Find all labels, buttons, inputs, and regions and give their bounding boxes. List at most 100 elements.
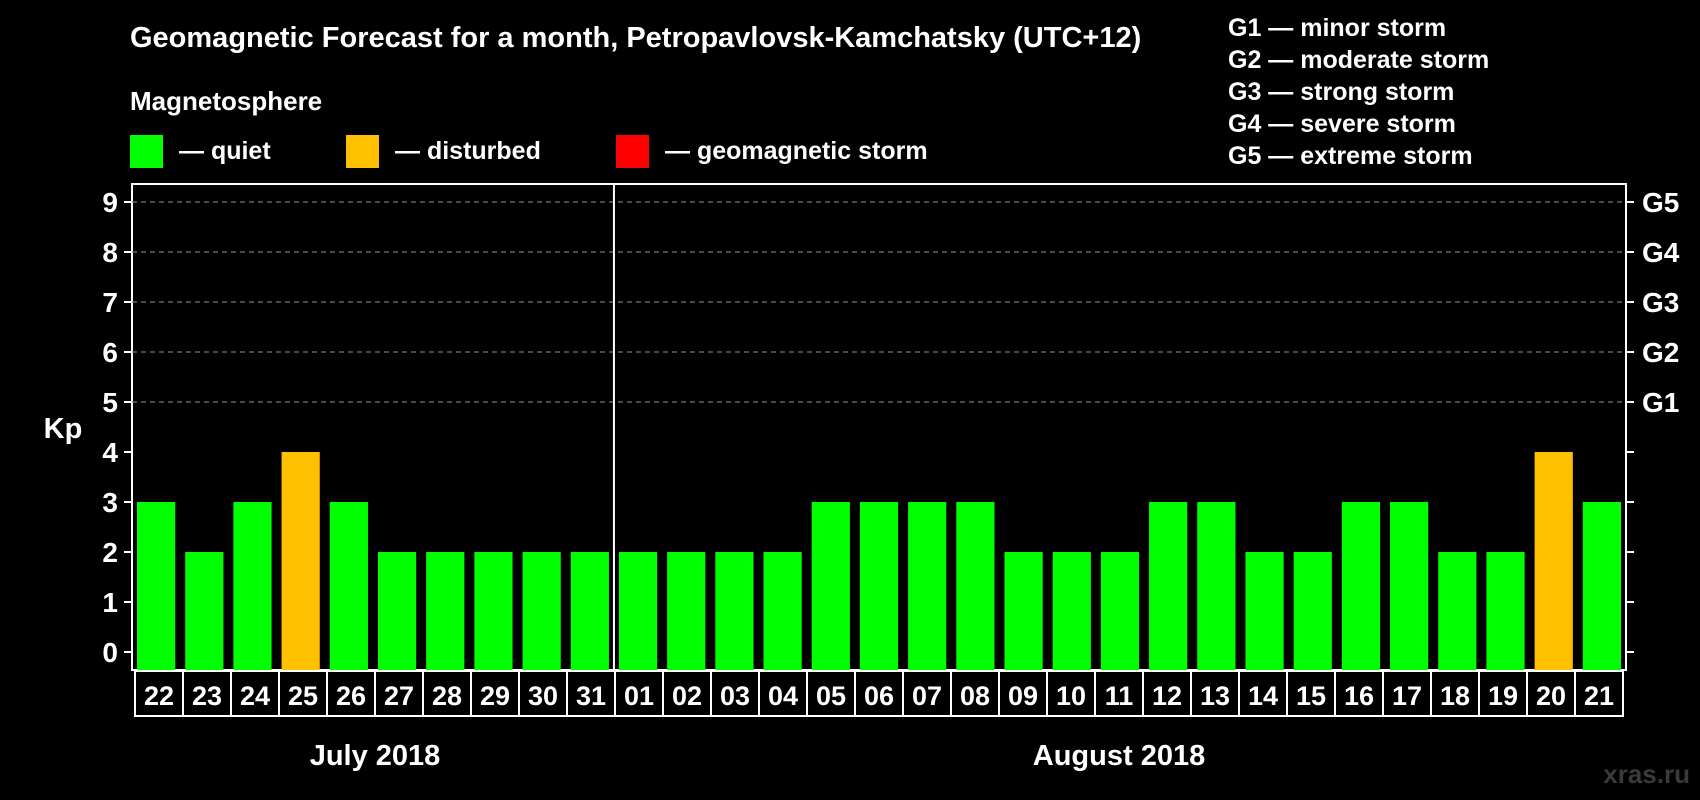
x-tick-label: 09 — [1008, 681, 1038, 711]
bar-15 — [1293, 552, 1332, 670]
x-tick-label: 03 — [720, 681, 750, 711]
month-label: August 2018 — [1033, 740, 1205, 772]
x-tick-label: 29 — [480, 681, 510, 711]
y-tick-label: 3 — [102, 487, 118, 518]
bar-20 — [1534, 452, 1573, 670]
bar-11 — [1100, 552, 1140, 670]
x-tick-label: 25 — [288, 681, 318, 711]
y-tick-label: 0 — [102, 637, 118, 668]
x-tick-label: 31 — [576, 681, 606, 711]
bar-22 — [137, 502, 176, 670]
quiet-swatch — [130, 134, 163, 168]
bar-27 — [377, 552, 417, 670]
legend-item-quiet: — quiet — [130, 134, 271, 168]
bar-16 — [1341, 502, 1381, 670]
bar-19 — [1486, 552, 1525, 670]
bar-31 — [570, 552, 609, 670]
x-tick-label: 13 — [1200, 681, 1230, 711]
disturbed-swatch — [346, 134, 379, 168]
y-tick-label: 2 — [102, 537, 118, 568]
x-tick-label: 17 — [1392, 681, 1422, 711]
legend-title: Magnetosphere — [130, 86, 323, 116]
x-tick-label: 01 — [624, 681, 654, 711]
x-tick-label: 10 — [1056, 681, 1086, 711]
x-tick-label: 07 — [912, 681, 942, 711]
bar-17 — [1390, 502, 1429, 670]
bar-08 — [956, 502, 995, 670]
y-tick-label: 1 — [102, 587, 118, 618]
g-level-label: G1 — [1642, 387, 1679, 418]
bar-30 — [522, 552, 561, 670]
x-tick-label: 02 — [672, 681, 702, 711]
bar-24 — [233, 502, 272, 670]
storm-scale-legend: G1 — minor storm G2 — moderate storm G3 … — [1228, 12, 1489, 172]
x-tick-label: 28 — [432, 681, 462, 711]
legend-label-storm: — geomagnetic storm — [665, 136, 928, 165]
bar-29 — [474, 552, 513, 670]
x-tick-label: 08 — [960, 681, 990, 711]
bar-21 — [1582, 502, 1621, 670]
legend-item-storm: — geomagnetic storm — [616, 134, 928, 168]
x-tick-label: 27 — [384, 681, 414, 711]
g-level-label: G3 — [1642, 287, 1679, 318]
y-tick-label: 8 — [102, 237, 118, 268]
g-level-label: G2 — [1642, 337, 1679, 368]
x-tick-label: 21 — [1584, 681, 1614, 711]
y-tick-label: 4 — [102, 437, 118, 468]
x-tick-label: 06 — [864, 681, 894, 711]
bar-26 — [329, 502, 368, 670]
x-tick-label: 16 — [1344, 681, 1374, 711]
x-tick-label: 18 — [1440, 681, 1470, 711]
x-tick-label: 11 — [1105, 681, 1134, 711]
y-tick-label: 9 — [102, 187, 118, 218]
storm-legend-g5: G5 — extreme storm — [1228, 142, 1473, 170]
bar-04 — [763, 552, 802, 670]
storm-swatch — [616, 134, 649, 168]
storm-legend-g3: G3 — strong storm — [1228, 78, 1455, 106]
g-level-label: G4 — [1642, 237, 1680, 268]
g-level-label: G5 — [1642, 187, 1679, 218]
bar-13 — [1197, 502, 1236, 670]
bar-05 — [811, 502, 850, 670]
bar-18 — [1438, 552, 1477, 670]
bar-02 — [667, 552, 706, 670]
x-tick-label: 19 — [1488, 681, 1518, 711]
legend-label-disturbed: — disturbed — [395, 136, 541, 165]
bar-03 — [715, 552, 754, 670]
bar-12 — [1149, 502, 1188, 670]
x-tick-label: 20 — [1536, 681, 1566, 711]
x-tick-label: 24 — [240, 681, 270, 711]
bar-25 — [281, 452, 320, 670]
bar-23 — [185, 552, 224, 670]
y-tick-label: 5 — [102, 387, 118, 418]
y-tick-label: 7 — [102, 287, 118, 318]
x-tick-label: 04 — [768, 681, 798, 711]
storm-legend-g1: G1 — minor storm — [1228, 14, 1447, 42]
x-tick-label: 23 — [192, 681, 222, 711]
date-axis-box — [134, 670, 1624, 717]
x-tick-label: 22 — [144, 681, 174, 711]
chart-title: Geomagnetic Forecast for a month, Petrop… — [130, 22, 1142, 54]
legend-item-disturbed: — disturbed — [346, 134, 541, 168]
legend-label-quiet: — quiet — [179, 136, 271, 165]
y-axis-label: Kp — [44, 413, 83, 445]
x-tick-label: 14 — [1248, 681, 1278, 711]
bar-06 — [859, 502, 899, 670]
bar-14 — [1245, 552, 1284, 670]
x-tick-label: 30 — [528, 681, 558, 711]
x-tick-label: 05 — [816, 681, 846, 711]
bar-28 — [426, 552, 465, 670]
watermark: xras.ru — [1603, 759, 1690, 789]
bar-07 — [908, 502, 947, 670]
bar-10 — [1052, 552, 1091, 670]
storm-legend-g2: G2 — moderate storm — [1228, 46, 1490, 74]
x-tick-label: 26 — [336, 681, 366, 711]
x-tick-label: 15 — [1296, 681, 1326, 711]
bar-01 — [618, 552, 658, 670]
bar-09 — [1004, 552, 1043, 670]
storm-legend-g4: G4 — severe storm — [1228, 110, 1456, 138]
y-tick-label: 6 — [102, 337, 118, 368]
month-label: July 2018 — [310, 740, 441, 772]
x-tick-label: 12 — [1152, 681, 1182, 711]
